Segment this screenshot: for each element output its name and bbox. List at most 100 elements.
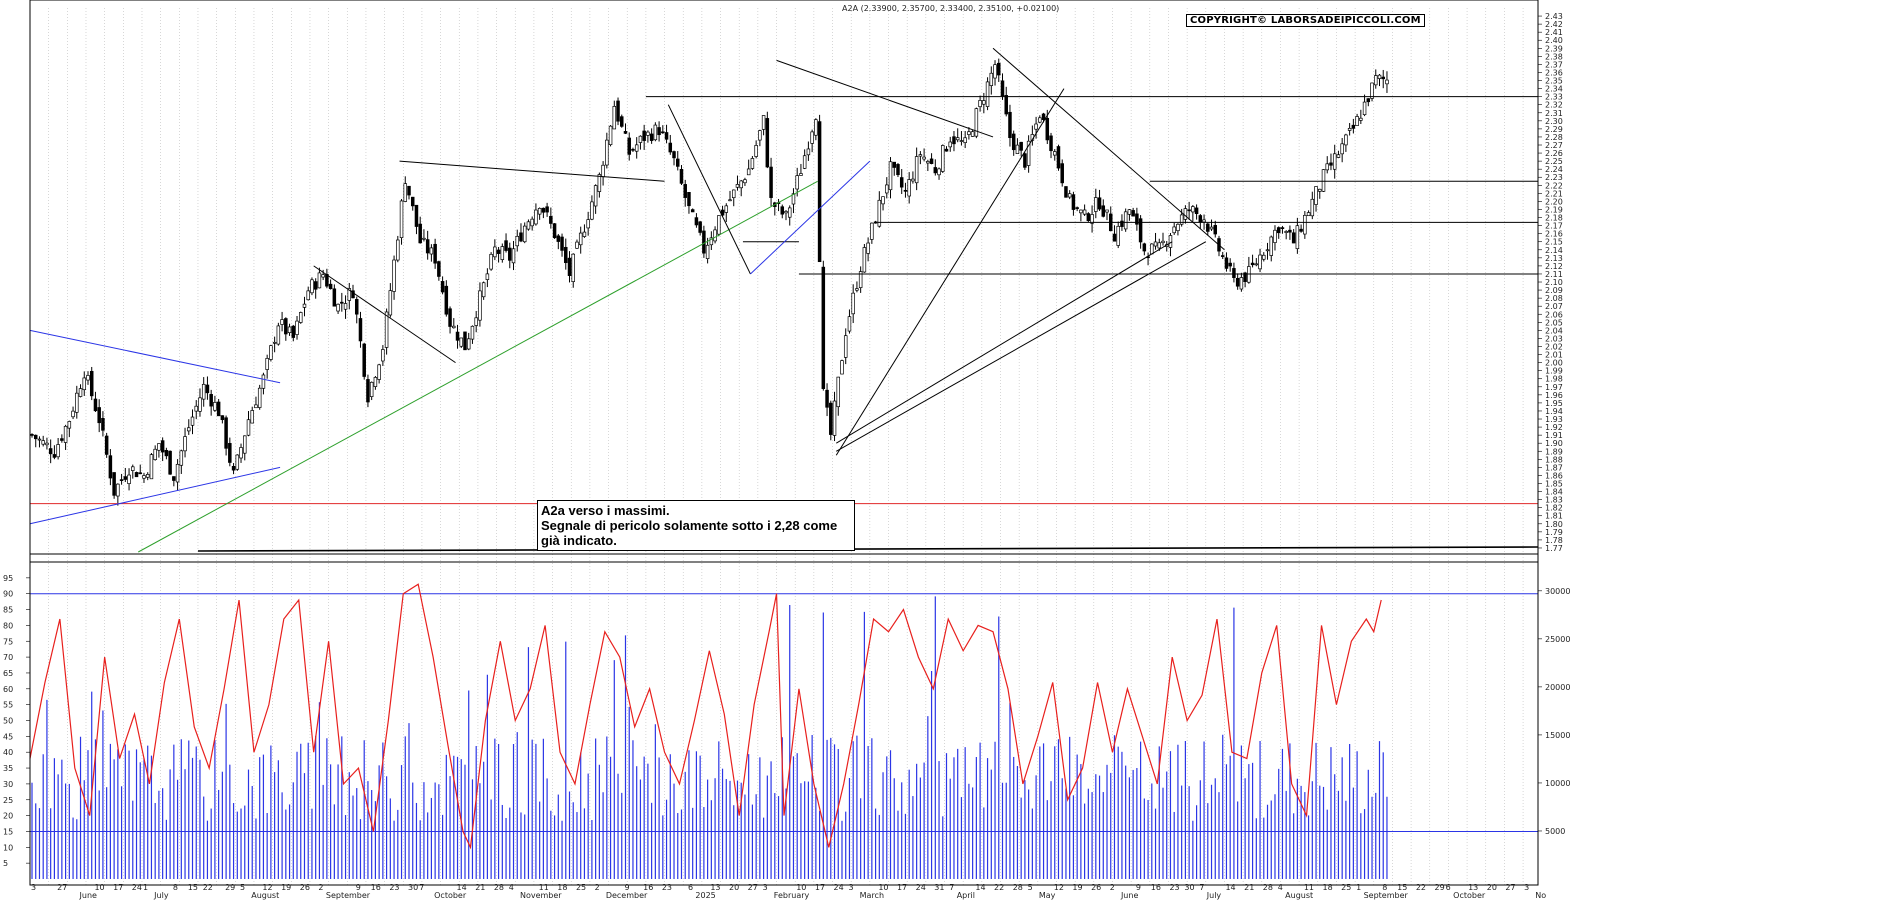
candle	[63, 424, 68, 450]
candle	[649, 128, 654, 144]
x-tick-label: 10	[878, 883, 888, 892]
candle-body	[1183, 208, 1188, 220]
trendline	[836, 241, 1207, 452]
candle	[769, 157, 773, 207]
chart-header: A2A (2.33900, 2.35700, 2.33400, 2.35100,…	[842, 4, 1060, 13]
y-tick-label: 2.08	[1545, 294, 1563, 303]
volume-tick-label: 5000	[1545, 827, 1565, 836]
candle-body	[1347, 127, 1352, 131]
candle-body	[817, 121, 822, 263]
candle	[993, 60, 997, 86]
candle-body	[1239, 277, 1244, 290]
volume-tick-label: 25000	[1545, 635, 1570, 644]
baseline-trend	[197, 546, 1539, 552]
candle-body	[1332, 153, 1337, 170]
candle-body	[123, 476, 128, 480]
candle-body	[933, 167, 938, 174]
candle-body	[228, 443, 232, 463]
candle-body	[1377, 74, 1382, 79]
candle-body	[295, 320, 299, 335]
candle-body	[1138, 218, 1143, 243]
candle-body	[791, 193, 796, 205]
candle-body	[623, 131, 628, 134]
candle	[78, 384, 83, 398]
candle	[955, 128, 960, 143]
candle	[657, 121, 661, 142]
candle	[493, 239, 497, 261]
candle	[1101, 199, 1106, 218]
candle	[776, 198, 781, 212]
candle	[593, 184, 598, 214]
candle	[201, 377, 206, 407]
x-tick-label: 27	[748, 883, 758, 892]
candle	[997, 58, 1001, 82]
candle-body	[881, 196, 885, 205]
candle-body	[1004, 95, 1008, 115]
candle-body	[1265, 249, 1270, 252]
x-tick-label: 25	[576, 883, 586, 892]
candle-body	[508, 247, 512, 261]
candle	[967, 127, 971, 140]
candle-body	[787, 207, 792, 218]
candle-body	[481, 282, 486, 298]
y-tick-label: 2.31	[1545, 109, 1563, 118]
candle	[220, 415, 225, 424]
x-tick-label: February	[774, 891, 810, 900]
x-tick-label: 18	[1323, 883, 1333, 892]
candle-body	[276, 325, 281, 345]
candle-body	[855, 288, 859, 291]
candle	[530, 216, 534, 231]
x-tick-label: 9	[624, 883, 629, 892]
candle	[377, 363, 381, 384]
candle-body	[814, 119, 818, 136]
candle	[717, 215, 721, 237]
osc-tick-label: 45	[3, 732, 13, 741]
candle-body	[578, 232, 583, 246]
candle	[410, 196, 415, 211]
osc-tick-label: 65	[3, 669, 13, 678]
y-tick-label: 2.42	[1545, 20, 1563, 29]
candle-body	[1172, 226, 1176, 234]
candle	[1146, 252, 1150, 266]
candle	[664, 124, 669, 144]
x-tick-label: 17	[815, 883, 825, 892]
candle	[1347, 123, 1352, 136]
candle	[1112, 225, 1117, 242]
y-tick-label: 2.06	[1545, 310, 1563, 319]
candle	[1220, 251, 1225, 260]
candle-body	[705, 244, 710, 259]
candle-body	[358, 318, 363, 342]
y-tick-label: 2.30	[1545, 117, 1563, 126]
candle	[1011, 130, 1016, 156]
candle-body	[530, 218, 534, 227]
candle-body	[1168, 235, 1173, 248]
candle-body	[474, 317, 478, 326]
candle	[358, 311, 363, 348]
candle-body	[676, 158, 680, 167]
candle	[892, 161, 896, 176]
candle	[982, 92, 986, 114]
y-tick-label: 1.81	[1545, 512, 1563, 521]
volume-tick-label: 20000	[1545, 683, 1570, 692]
candle	[1318, 188, 1322, 199]
y-tick-label: 2.02	[1545, 342, 1563, 351]
candle	[1026, 135, 1031, 173]
y-tick-label: 2.27	[1545, 141, 1563, 150]
trendline	[750, 160, 871, 275]
candle	[1340, 137, 1344, 163]
candle-body	[437, 261, 441, 277]
candle-body	[145, 474, 150, 478]
candle-body	[997, 62, 1001, 76]
candle-body	[351, 290, 355, 299]
candle-body	[672, 151, 676, 159]
candle	[429, 244, 434, 262]
x-tick-label: 21	[1244, 883, 1254, 892]
candle-body	[679, 168, 684, 184]
x-tick-label: 17	[113, 883, 123, 892]
candle-body	[780, 206, 785, 215]
y-tick-label: 1.98	[1545, 375, 1563, 384]
candle-body	[1090, 214, 1094, 224]
x-tick-label: 21	[475, 883, 485, 892]
candle	[1019, 141, 1023, 157]
candle-body	[332, 288, 337, 307]
